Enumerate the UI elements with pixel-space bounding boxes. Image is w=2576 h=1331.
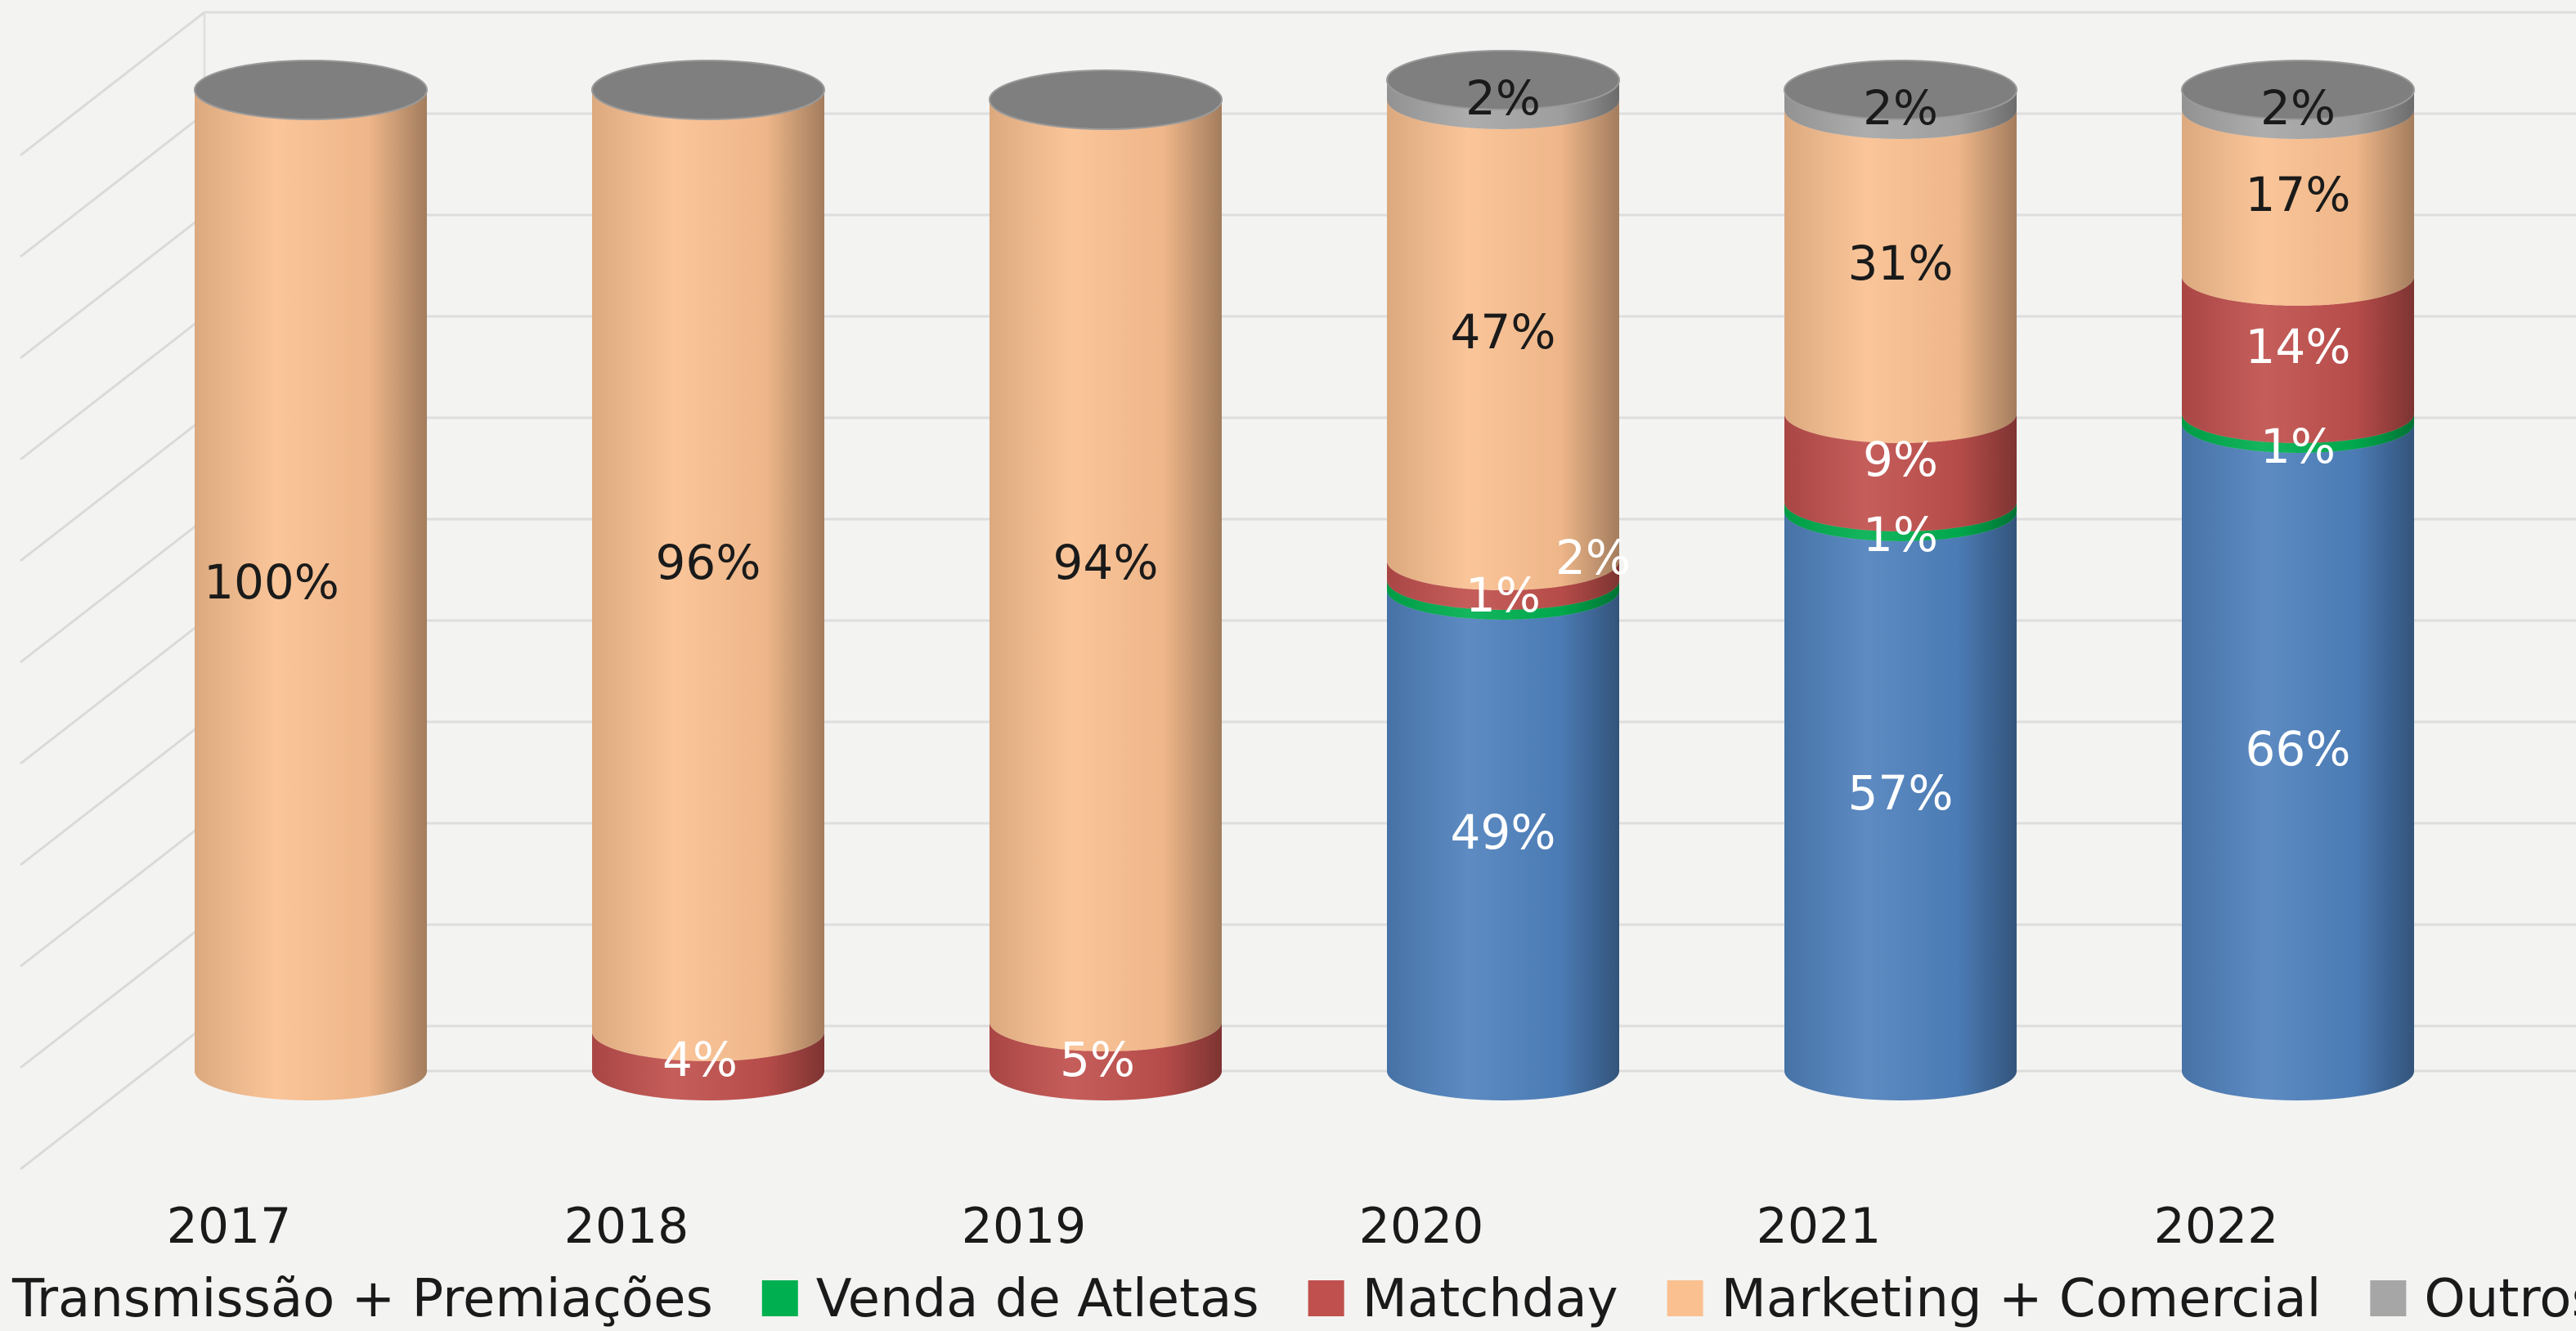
bar-group-2022 (2181, 60, 2415, 1100)
x-tick-label-2021: 2021 (1757, 1198, 1882, 1255)
data-label-matchday-2018: 4% (662, 1032, 738, 1087)
legend: Transmissão + Premiações Venda de Atletas… (11, 1269, 2576, 1329)
legend-swatch-marketing-comercial (1667, 1280, 1703, 1316)
bar-top-cap-2018 (591, 60, 825, 120)
legend-item-marketing-comercial: Marketing + Comercial (1667, 1269, 2322, 1329)
bar-top-cap-2019 (989, 69, 1223, 130)
legend-swatch-matchday (1308, 1280, 1344, 1316)
bar-transmissao-premiacoes-2022 (2182, 424, 2414, 1100)
bar-top-cap-2021 (1784, 60, 2017, 120)
x-tick-label-2020: 2020 (1359, 1198, 1484, 1255)
data-label-marketing-comercial-2018: 96% (656, 535, 761, 590)
legend-item-matchday: Matchday (1308, 1269, 1618, 1329)
bar-marketing-comercial-2017 (195, 90, 427, 1100)
legend-swatch-outros (2370, 1280, 2407, 1316)
legend-item-outros: Outros (2370, 1269, 2576, 1329)
bar-marketing-comercial-2019 (990, 100, 1222, 1051)
data-label-venda-de-atletas-2021: 1% (1863, 507, 1938, 562)
bar-top-cap-2017 (194, 60, 428, 120)
x-tick-label-2019: 2019 (962, 1198, 1087, 1255)
data-label-outros-2020: 2% (1465, 70, 1541, 126)
data-label-transmissao-premiacoes-2020: 49% (1451, 804, 1556, 860)
bar-marketing-comercial-2022 (2182, 110, 2414, 306)
data-label-transmissao-premiacoes-2022: 66% (2246, 721, 2351, 777)
data-label-outros-2022: 2% (2260, 80, 2336, 136)
legend-item-transmissao-premiacoes: Transmissão + Premiações (11, 1269, 713, 1329)
bars (194, 50, 2415, 1100)
bar-venda-de-atletas-2021 (1784, 502, 2017, 541)
legend-label-matchday: Matchday (1362, 1269, 1618, 1328)
x-axis-labels: 2017 2018 2019 2020 2021 2022 (167, 1198, 2279, 1255)
bar-top-cap-2022 (2181, 60, 2415, 120)
legend-swatch-venda-de-atletas (761, 1280, 798, 1316)
data-label-matchday-2021: 9% (1863, 432, 1938, 487)
data-label-marketing-comercial-2019: 94% (1053, 535, 1159, 590)
bar-matchday-2020 (1387, 561, 1619, 610)
bar-venda-de-atletas-2022 (2182, 414, 2414, 453)
bar-matchday-2022 (2182, 276, 2414, 443)
bar-top-cap-2020 (1386, 50, 1620, 110)
bar-group-2020 (1386, 50, 1620, 1100)
bar-group-2019 (989, 69, 1223, 1100)
legend-label-transmissao-premiacoes: Transmissão + Premiações (11, 1269, 713, 1328)
data-label-marketing-comercial-2020: 47% (1451, 304, 1556, 360)
data-label-matchday-2020: 2% (1555, 530, 1631, 585)
x-tick-label-2018: 2018 (564, 1198, 689, 1255)
data-label-outros-2021: 2% (1863, 80, 1938, 136)
bar-marketing-comercial-2020 (1387, 100, 1619, 590)
data-label-matchday-2019: 5% (1060, 1032, 1135, 1087)
bar-matchday-2018 (592, 1032, 824, 1100)
data-label-marketing-comercial-2021: 31% (1848, 235, 1954, 291)
bar-marketing-comercial-2018 (592, 90, 824, 1061)
data-label-venda-de-atletas-2022: 1% (2260, 419, 2336, 474)
data-labels: 100% 4% 96% 5% 94% 49% 1% 2% 47% 2% 57% 1% 9% 31% 2% 66… (204, 70, 2350, 1087)
bar-group-2018 (591, 60, 825, 1100)
bar-matchday-2021 (1784, 414, 2017, 531)
x-tick-label-2017: 2017 (167, 1198, 292, 1255)
data-label-matchday-2022: 14% (2246, 319, 2351, 374)
bar-outros-2022 (2182, 90, 2414, 139)
data-label-marketing-comercial-2017: 100% (204, 554, 339, 610)
bar-matchday-2019 (990, 1022, 1222, 1100)
bar-transmissao-premiacoes-2020 (1387, 590, 1619, 1100)
data-label-marketing-comercial-2022: 17% (2246, 167, 2351, 222)
bar-group-2017 (194, 60, 428, 1100)
bar-transmissao-premiacoes-2021 (1784, 512, 2017, 1100)
legend-label-marketing-comercial: Marketing + Comercial (1721, 1269, 2322, 1328)
bar-group-2021 (1784, 60, 2017, 1100)
legend-label-venda-de-atletas: Venda de Atletas (816, 1269, 1259, 1328)
bar-outros-2020 (1387, 80, 1619, 129)
bar-venda-de-atletas-2020 (1387, 580, 1619, 620)
data-label-transmissao-premiacoes-2021: 57% (1848, 765, 1954, 821)
legend-label-outros: Outros (2424, 1269, 2576, 1328)
legend-item-venda-de-atletas: Venda de Atletas (761, 1269, 1259, 1329)
x-tick-label-2022: 2022 (2154, 1198, 2279, 1255)
bar-outros-2021 (1784, 90, 2017, 139)
data-label-venda-de-atletas-2020: 1% (1465, 567, 1541, 623)
bar-marketing-comercial-2021 (1784, 110, 2017, 443)
